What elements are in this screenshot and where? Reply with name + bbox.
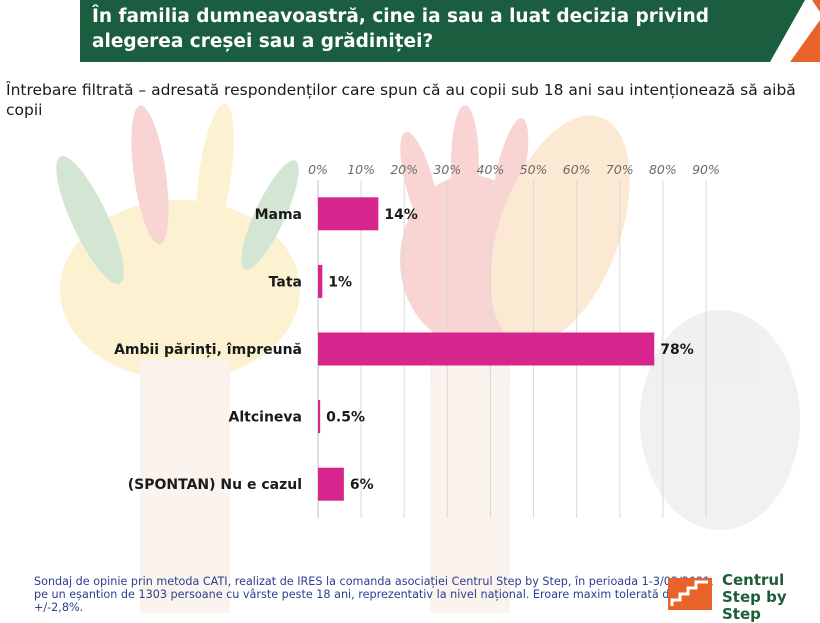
x-tick-label: 30% [433,162,461,177]
x-tick-label: 70% [606,162,634,177]
category-label: Ambii părinți, împreună [114,342,302,358]
logo: Centrul Step by Step [668,571,818,623]
data-label: 78% [660,342,694,358]
x-tick-label: 60% [563,162,591,177]
bar [318,332,655,366]
category-label: Tata [269,274,302,290]
page-title: În familia dumneavoastră, cine ia sau a … [92,6,710,52]
x-tick-label: 80% [649,162,677,177]
bar [318,264,323,298]
data-label: 6% [350,477,374,493]
logo-line1: Centrul [722,571,785,589]
bar [318,197,379,231]
x-tick-label: 50% [520,162,548,177]
x-tick-label: 0% [308,162,328,177]
category-label: (SPONTAN) Nu e cazul [128,477,302,493]
x-tick-label: 40% [477,162,505,177]
data-label: 14% [384,207,418,223]
header-band: În familia dumneavoastră, cine ia sau a … [0,0,820,62]
data-label: 1% [328,274,352,290]
data-label: 0.5% [326,410,365,426]
survey-footnote: Sondaj de opinie prin metoda CATI, reali… [34,575,714,614]
x-tick-label: 20% [390,162,418,177]
bar [318,467,344,501]
step-logo-icon [668,578,712,610]
chart-subtitle: Întrebare filtrată – adresată respondenț… [6,81,796,119]
bar [318,400,321,434]
x-tick-label: 90% [692,162,720,177]
logo-line2: Step by Step [722,588,787,623]
category-label: Mama [255,207,302,223]
x-tick-label: 10% [347,162,375,177]
category-label: Altcineva [229,410,302,426]
